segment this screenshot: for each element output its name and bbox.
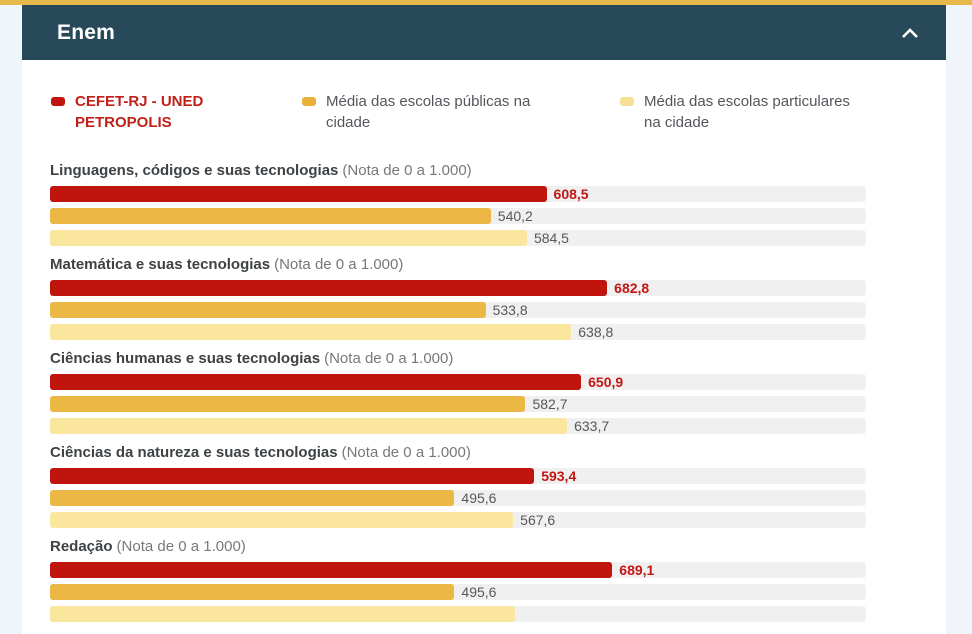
bar-value-label: 608,5: [553, 186, 589, 202]
group-title-text: Ciências humanas e suas tecnologias: [50, 350, 321, 367]
bar-track: 540,2: [50, 208, 866, 224]
private-average-swatch-icon: [620, 97, 634, 106]
bar-track: 593,4: [50, 468, 866, 484]
group-title-text: Linguagens, códigos e suas tecnologias: [50, 162, 339, 179]
bar-series-1: [50, 302, 486, 318]
bar-value-label: 533,8: [492, 302, 528, 318]
bar-value-label: 584,5: [533, 230, 569, 246]
group-title: Linguagens, códigos e suas tecnologias (N…: [50, 161, 866, 181]
enem-accordion-header[interactable]: Enem: [22, 5, 946, 60]
bar-group: Ciências da natureza e suas tecnologias(…: [50, 443, 866, 528]
page-title: Enem: [57, 20, 115, 44]
bar-track: 567,6: [50, 512, 866, 528]
group-bars: 682,8 533,8 638,8: [50, 280, 866, 340]
bar-value-label: 567,6: [520, 512, 556, 528]
chevron-up-icon[interactable]: [900, 26, 920, 40]
bar-series-2: [50, 230, 527, 246]
bar-group: Ciências humanas e suas tecnologias (Nota…: [50, 349, 866, 434]
legend-item-private-average: Média das escolas particulares na cidade: [619, 91, 866, 133]
legend-item-label: CEFET-RJ - UNED PETROPOLIS: [75, 93, 204, 131]
public-average-swatch-icon: [302, 97, 316, 106]
bar-value-label: 593,4: [541, 468, 577, 484]
legend-item-school: CEFET-RJ - UNED PETROPOLIS: [50, 91, 301, 133]
group-title-note: (Nota de 0 a 1.000): [342, 162, 472, 179]
bar-track: 495,6: [50, 490, 866, 506]
bar-track: 682,8: [50, 280, 866, 296]
group-title-note: (Nota de 0 a 1.000): [274, 256, 404, 273]
bar-value-label: 582,7: [532, 396, 568, 412]
bar-track: 608,5: [50, 186, 866, 202]
bar-track: 638,8: [50, 324, 866, 340]
group-title-text: Matemática e suas tecnologias: [50, 256, 271, 273]
group-title-note: (Nota de 0 a 1.000): [341, 444, 471, 461]
bar-value-label: 495,6: [461, 490, 497, 506]
bar-value-label: 689,1: [619, 562, 655, 578]
bar-value-label: 633,7: [574, 418, 610, 434]
group-title-text: Ciências da natureza e suas tecnologias: [50, 444, 338, 461]
bar-track: 633,7: [50, 418, 866, 434]
group-bars: 650,9 582,7 633,7: [50, 374, 866, 434]
group-title: Matemática e suas tecnologias (Nota de 0 …: [50, 255, 866, 275]
group-title-note: (Nota de 0 a 1.000): [116, 538, 246, 555]
bar-series-1: [50, 584, 455, 600]
bar-groups: Linguagens, códigos e suas tecnologias (N…: [50, 161, 866, 622]
legend-item-label: Média das escolas particulares na cidade: [644, 93, 850, 131]
bar-track: [50, 606, 866, 622]
school-series-swatch-icon: [51, 97, 65, 106]
bar-track: 650,9: [50, 374, 866, 390]
legend-item-label: Média das escolas públicas na cidade: [326, 93, 531, 131]
bar-series-1: [50, 490, 455, 506]
bar-track: 582,7: [50, 396, 866, 412]
bar-value-label: 638,8: [578, 324, 614, 340]
bar-series-0: [50, 562, 613, 578]
group-title: Redação (Nota de 0 a 1.000): [50, 537, 866, 557]
bar-series-1: [50, 396, 526, 412]
bar-group: Linguagens, códigos e suas tecnologias (N…: [50, 161, 866, 246]
group-bars: 689,1 495,6: [50, 562, 866, 622]
bar-track: 533,8: [50, 302, 866, 318]
bar-group: Matemática e suas tecnologias (Nota de 0 …: [50, 255, 866, 340]
bar-series-2: [50, 512, 514, 528]
bar-series-2: [50, 324, 572, 340]
legend-item-public-average: Média das escolas públicas na cidade: [301, 91, 619, 133]
group-title-text: Redação: [50, 538, 113, 555]
bar-series-0: [50, 280, 608, 296]
enem-card: Enem CEFET-RJ - UNED PETROPOLIS Média da…: [22, 5, 946, 634]
bar-series-1: [50, 208, 491, 224]
bar-group: Redação (Nota de 0 a 1.000) 689,1 495,6: [50, 537, 866, 622]
bar-track: 584,5: [50, 230, 866, 246]
group-bars: 593,4 495,6 567,6: [50, 468, 866, 528]
bar-series-0: [50, 468, 535, 484]
bar-value-label: 495,6: [461, 584, 497, 600]
accent-top-strip: [0, 0, 972, 5]
bar-series-0: [50, 374, 582, 390]
bar-value-label: 682,8: [614, 280, 650, 296]
bar-series-0: [50, 186, 547, 202]
bar-value-label: 540,2: [497, 208, 533, 224]
group-title-note: (Nota de 0 a 1.000): [324, 350, 454, 367]
bar-value-label: 650,9: [588, 374, 624, 390]
bar-track: 495,6: [50, 584, 866, 600]
group-title: Ciências da natureza e suas tecnologias(…: [50, 443, 866, 463]
chart-legend: CEFET-RJ - UNED PETROPOLIS Média das esc…: [50, 91, 866, 133]
group-bars: 608,5 540,2 584,5: [50, 186, 866, 246]
bar-series-2: [50, 418, 568, 434]
enem-panel: CEFET-RJ - UNED PETROPOLIS Média das esc…: [22, 91, 946, 622]
bar-series-2: [50, 606, 516, 622]
group-title: Ciências humanas e suas tecnologias (Nota…: [50, 349, 866, 369]
bar-track: 689,1: [50, 562, 866, 578]
